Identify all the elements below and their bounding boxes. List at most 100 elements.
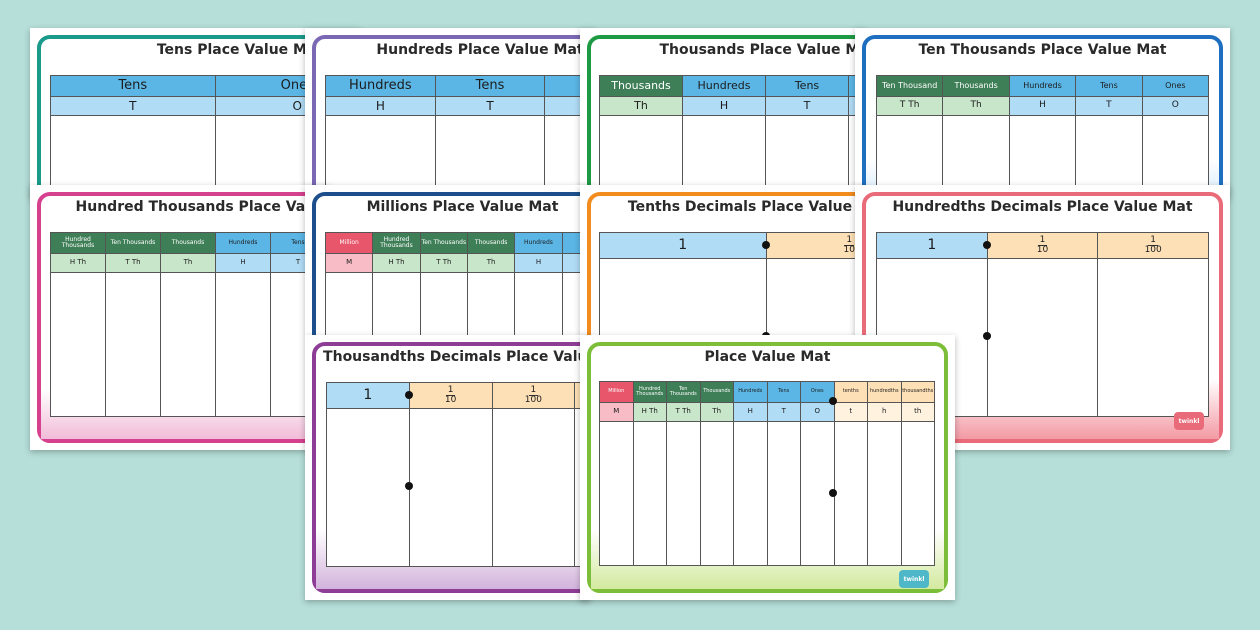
column-header-million: Million [325,232,374,253]
column-sub-t: T [1075,96,1143,115]
column-body [160,272,216,417]
column-body [942,115,1010,198]
column-body [325,115,436,198]
column-body [50,272,106,417]
column-header-tens: Tens [766,381,801,402]
column-sub-th: Th [942,96,1010,115]
column-header-thousands: Thousands [160,232,216,253]
column-sub-t: T [50,96,216,115]
column-sub-m: M [599,402,634,421]
column-header-tenths: 1 10 [408,382,493,408]
column-sub-th: Th [599,96,683,115]
column-sub-h: H [1008,96,1077,115]
decimal-point [762,332,770,335]
column-header-hundreds: Hundreds [514,232,563,253]
column-body [800,421,835,566]
column-header-hundreds: Hundreds [325,75,436,96]
column-body [733,421,768,566]
column-header-ten-thousand: Ten Thousand [876,75,944,96]
column-sub-hundredths: h [867,402,902,421]
column-header-thousands: Thousands [466,232,516,253]
fraction: 1 10 [444,385,457,405]
column-sub-hth: H Th [632,402,667,421]
mat-title: Tens Place Value Mat [156,42,324,58]
mat-title: Place Value Mat [704,349,831,365]
column-header-hundredths: 1 100 [491,382,576,408]
column-body [215,272,271,417]
column-body [666,421,701,566]
decimal-point [983,332,991,340]
column-sub-t: T [765,96,849,115]
card-frame [862,192,1223,443]
column-body [1097,258,1210,417]
card-frame [312,342,590,593]
column-header-thousands: Thousands [942,75,1010,96]
column-header-whole: 1 [876,232,988,258]
card-frame [587,192,865,335]
column-body [408,408,493,567]
column-header-hundreds: Hundreds [1008,75,1077,96]
mat-title: Hundred Thousands Place Value Mat [75,199,330,215]
column-sub-hth: H Th [372,253,421,272]
mat-title: Tenths Decimals Place Value Mat [627,199,865,215]
column-body [1075,115,1143,198]
column-body [466,272,516,335]
column-header-ten-thousands: Ten Thousands [105,232,161,253]
column-body [632,421,667,566]
fraction: 1 100 [524,385,542,405]
twinkl-logo: twinkl [899,570,929,588]
hundreds-mat-card: Hundreds Place Value Mat Hundreds Tens H… [305,28,595,198]
thousandths-mat-card: Thousandths Decimals Place Value Mat 1 1… [305,335,590,600]
decimal-point [983,241,991,249]
column-body [491,408,576,567]
fraction: 1 10 [1036,235,1049,255]
card-frame [312,192,590,335]
column-sub-tth: T Th [666,402,701,421]
column-header-million: Million [599,381,634,402]
column-sub-th: Th [699,402,734,421]
column-body [419,272,468,335]
place-value-mat-card: Place Value Mat Million Hundred Thousand… [580,335,955,600]
mat-title: Hundreds Place Value Mat [376,42,584,58]
column-header-ten-thousands: Ten Thousands [419,232,468,253]
column-sub-tth: T Th [876,96,944,115]
card-frame [37,192,330,443]
column-body [1141,115,1210,198]
column-header-hundreds: Hundreds [215,232,271,253]
column-header-ten-thousands: Ten Thousands [666,381,701,402]
mat-title: Millions Place Value Mat [366,199,559,215]
mat-title: Thousands Place Value Mat [659,42,866,58]
column-body [867,421,902,566]
fraction: 1 100 [1144,235,1162,255]
column-header-hundred-thousands: Hundred Thousands [372,232,421,253]
card-frame [587,342,948,593]
mat-title: Thousandths Decimals Place Value Mat [323,349,590,365]
column-sub-hth: H Th [50,253,106,272]
column-header-tens: Tens [765,75,849,96]
card-frame [312,35,595,198]
column-header-hundred-thousands: Hundred Thousands [50,232,106,253]
decimal-point [405,482,413,490]
column-body [986,258,1099,417]
column-body [1008,115,1077,198]
column-header-tenths: 1 10 [765,232,865,258]
card-frame [37,35,360,198]
column-sub-o: O [800,402,835,421]
decimal-point [829,489,837,497]
column-header-tens: Tens [434,75,546,96]
millions-mat-card: Millions Place Value Mat Million Hundred… [305,185,590,335]
column-sub-thousandths: th [900,402,935,421]
column-header-hundred-thousands: Hundred Thousands [632,381,667,402]
column-sub-h: H [325,96,436,115]
fraction: 1 10 [843,235,855,255]
column-header-thousands: Thousands [599,75,683,96]
column-body [833,421,868,566]
hundred-thousands-mat-card: Hundred Thousands Place Value Mat Hundre… [30,185,330,450]
column-sub-th: Th [160,253,216,272]
column-header-tenths: tenths [833,381,868,402]
decimal-point [762,241,770,249]
column-body [900,421,935,566]
column-body [372,272,421,335]
